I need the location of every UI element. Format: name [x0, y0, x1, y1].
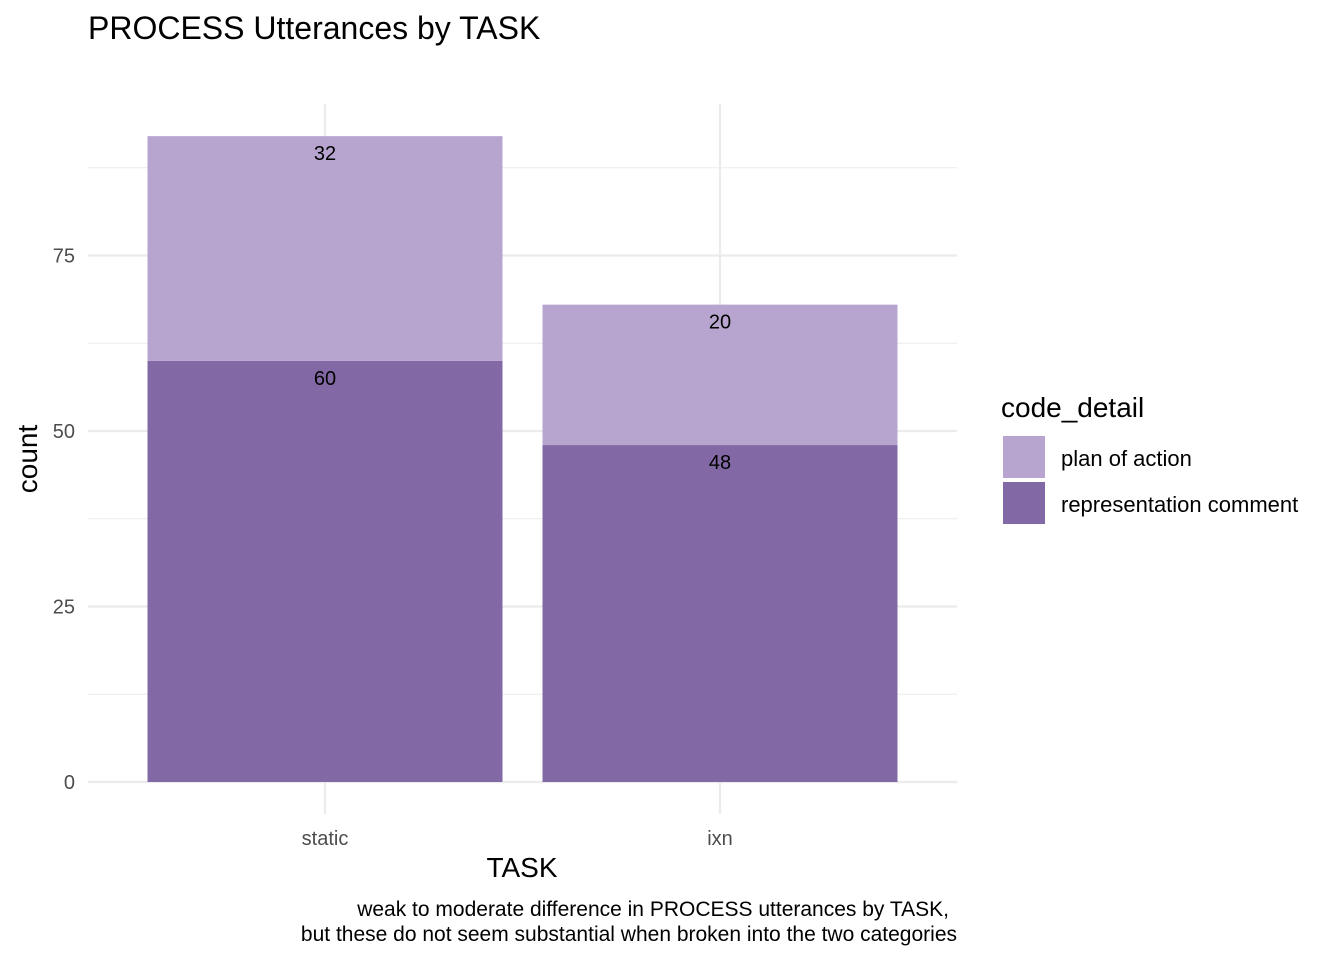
- caption-line-1: weak to moderate difference in PROCESS u…: [356, 898, 949, 921]
- bar-segment: [147, 360, 503, 782]
- y-axis-title: count: [12, 425, 43, 494]
- legend: code_detail plan of action representation…: [1001, 392, 1298, 524]
- bar-segment: [147, 136, 503, 361]
- y-tick-label: 25: [53, 597, 75, 619]
- legend-items: plan of action representation comment: [1003, 436, 1298, 524]
- x-axis-title: TASK: [486, 852, 557, 883]
- x-axis-ticks: static ixn: [302, 828, 733, 850]
- x-tick-label: static: [302, 828, 349, 850]
- bar-segment: [542, 445, 898, 782]
- chart-title: PROCESS Utterances by TASK: [88, 10, 540, 46]
- legend-swatch: [1003, 482, 1045, 524]
- y-tick-label: 0: [64, 772, 75, 794]
- bar-segment: [542, 304, 898, 446]
- bar-value-label: 60: [314, 368, 336, 390]
- bar-value-label: 32: [314, 143, 336, 165]
- legend-swatch: [1003, 436, 1045, 478]
- bar-value-label: 20: [709, 312, 731, 334]
- caption-line-2: but these do not seem substantial when b…: [301, 923, 957, 946]
- y-tick-label: 75: [53, 246, 75, 268]
- y-axis-ticks: 0 25 50 75: [53, 246, 75, 795]
- legend-label: representation comment: [1061, 492, 1298, 517]
- x-tick-label: ixn: [707, 828, 733, 850]
- y-tick-label: 50: [53, 421, 75, 443]
- bars: [147, 136, 898, 782]
- bar-value-label: 48: [709, 452, 731, 474]
- legend-label: plan of action: [1061, 446, 1192, 471]
- data-labels: 60 32 48 20: [314, 143, 731, 474]
- legend-title: code_detail: [1001, 392, 1144, 423]
- caption: weak to moderate difference in PROCESS u…: [301, 898, 957, 946]
